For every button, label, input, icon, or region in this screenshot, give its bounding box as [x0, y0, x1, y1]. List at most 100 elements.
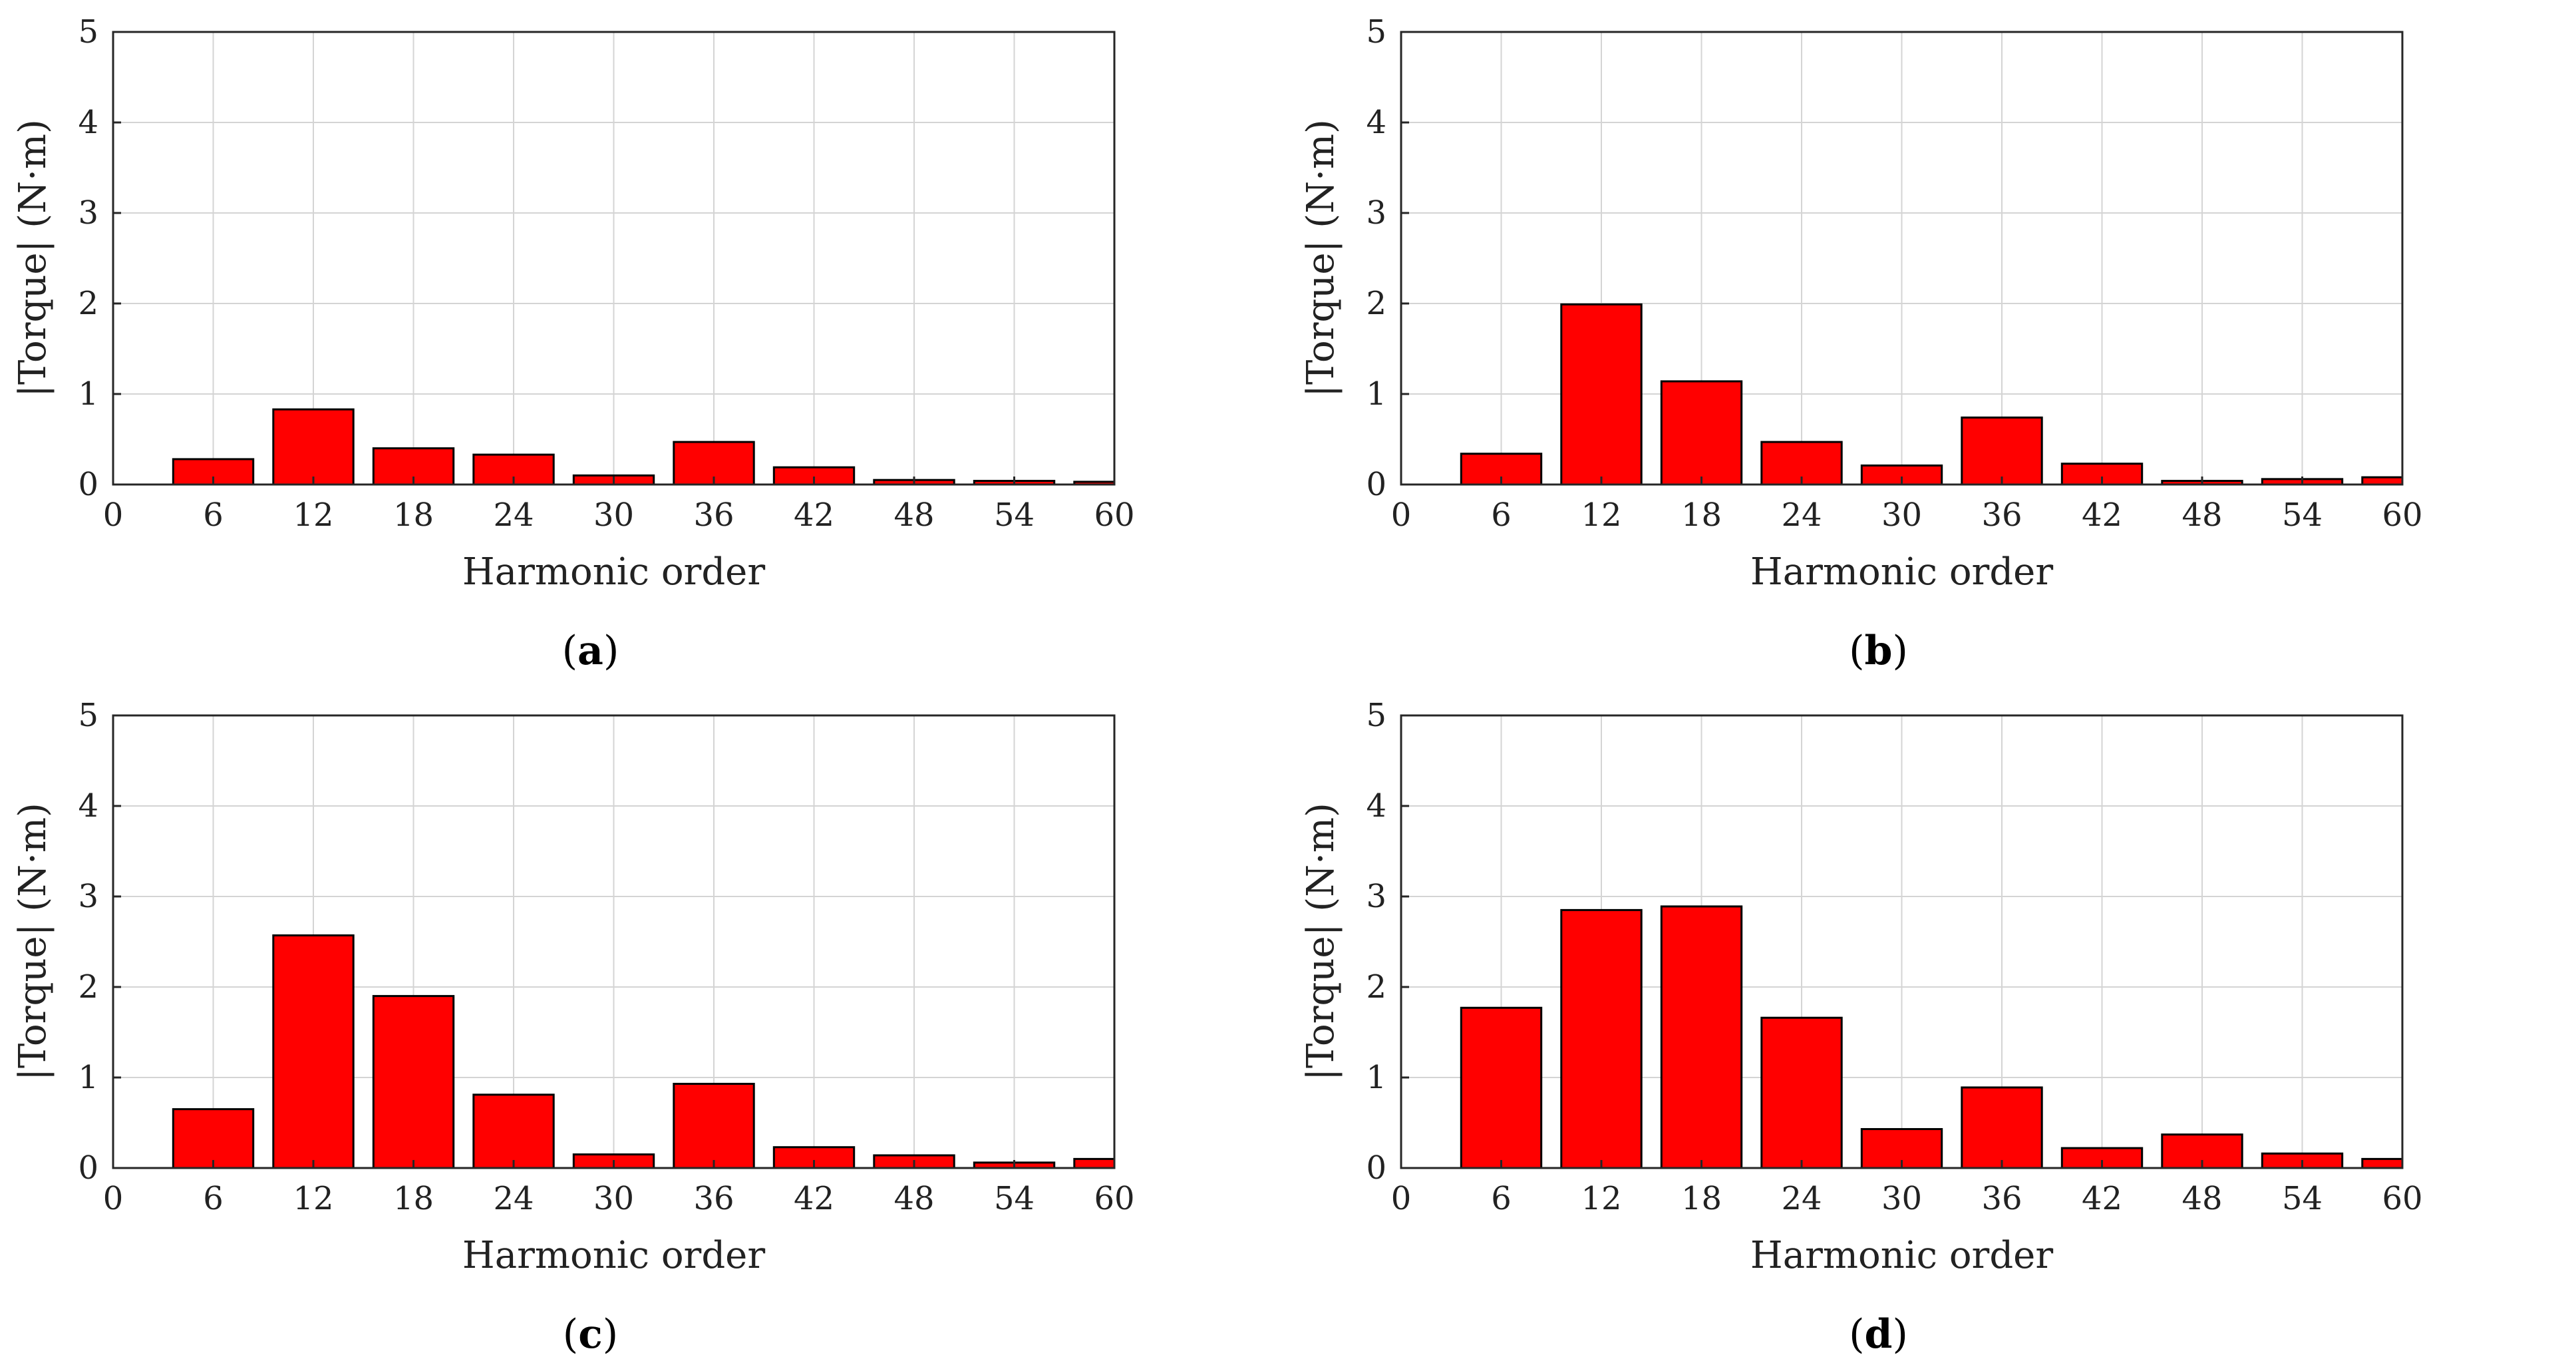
x-tick-label: 24 — [493, 1180, 534, 1217]
chart-panel-b: 0 6 12 18 24 30 36 42 48 54 60 0 1 2 3 4 5 Harmonic order… — [1288, 0, 2576, 684]
x-tick-label: 48 — [893, 496, 934, 534]
bar-harmonic-60 — [2361, 1157, 2404, 1169]
y-tick-label: 5 — [1366, 697, 1386, 734]
x-tick-label: 42 — [2082, 496, 2122, 534]
panel-caption: (c) — [563, 1311, 618, 1358]
x-tick-label: 6 — [1491, 1180, 1512, 1217]
bar-harmonic-42 — [772, 466, 856, 486]
x-tick-label: 48 — [893, 1180, 934, 1217]
y-tick-label: 5 — [1366, 13, 1386, 51]
y-tick-label: 0 — [1366, 466, 1386, 503]
x-tick-label: 18 — [393, 496, 434, 534]
x-tick-label: 54 — [994, 1180, 1035, 1217]
y-tick-label: 2 — [78, 968, 98, 1006]
panel-caption: (d) — [1849, 1311, 1908, 1358]
bar-harmonic-6 — [172, 1108, 255, 1169]
y-tick-label: 3 — [78, 878, 98, 915]
bar-harmonic-60 — [1073, 1157, 1116, 1169]
x-tick-label: 18 — [1681, 1180, 1722, 1217]
y-tick-label: 2 — [1366, 968, 1386, 1006]
x-tick-label: 60 — [2382, 496, 2422, 534]
x-tick-label: 54 — [994, 496, 1035, 534]
x-tick-label: 30 — [593, 1180, 634, 1217]
x-tick-label: 60 — [1094, 496, 1134, 534]
y-tick-label: 5 — [78, 13, 98, 51]
bar-harmonic-18 — [372, 995, 455, 1169]
y-tick-label: 5 — [78, 697, 98, 734]
bar-harmonic-12 — [1560, 908, 1643, 1169]
y-tick-label: 2 — [78, 285, 98, 322]
y-axis-label: |Torque| (N·m) — [11, 803, 55, 1081]
y-tick-label: 2 — [1366, 285, 1386, 322]
y-tick-label: 0 — [78, 1149, 98, 1187]
panel-caption: (b) — [1849, 628, 1908, 674]
chart-panel-c: 0 6 12 18 24 30 36 42 48 54 60 0 1 2 3 4 5 Harmonic order… — [0, 684, 1288, 1367]
x-tick-label: 12 — [1581, 496, 1621, 534]
bar-harmonic-36 — [1961, 1086, 2043, 1169]
bar-harmonic-36 — [673, 1083, 755, 1169]
x-tick-label: 54 — [2282, 1180, 2323, 1217]
x-tick-label: 18 — [393, 1180, 434, 1217]
bar-harmonic-60 — [2361, 476, 2404, 486]
bar-harmonic-36 — [1961, 416, 2043, 486]
bar-harmonic-12 — [272, 934, 355, 1169]
chart-panel-d: 0 6 12 18 24 30 36 42 48 54 60 0 1 2 3 4 5 Harmonic order… — [1288, 684, 2576, 1367]
x-tick-label: 18 — [1681, 496, 1722, 534]
y-tick-label: 4 — [78, 787, 98, 825]
y-tick-label: 3 — [78, 194, 98, 232]
y-axis-label: |Torque| (N·m) — [1299, 803, 1343, 1081]
y-tick-label: 1 — [78, 1059, 98, 1096]
x-tick-label: 48 — [2181, 1180, 2222, 1217]
bar-harmonic-24 — [472, 1093, 555, 1169]
x-tick-label: 12 — [1581, 1180, 1621, 1217]
x-tick-label: 6 — [203, 1180, 224, 1217]
x-tick-label: 0 — [1391, 496, 1412, 534]
x-tick-label: 60 — [1094, 1180, 1134, 1217]
y-tick-label: 4 — [78, 104, 98, 141]
x-tick-label: 6 — [1491, 496, 1512, 534]
x-tick-label: 24 — [1781, 496, 1822, 534]
y-tick-label: 0 — [78, 466, 98, 503]
x-axis-label: Harmonic order — [462, 1234, 765, 1277]
bar-harmonic-6 — [1460, 1006, 1543, 1169]
x-tick-label: 12 — [293, 496, 333, 534]
y-tick-label: 3 — [1366, 878, 1386, 915]
x-tick-label: 54 — [2282, 496, 2323, 534]
bar-harmonic-12 — [272, 408, 355, 486]
bar-harmonic-24 — [1760, 1016, 1843, 1169]
y-tick-label: 3 — [1366, 194, 1386, 232]
x-tick-label: 24 — [1781, 1180, 1822, 1217]
x-tick-label: 42 — [2082, 1180, 2122, 1217]
y-axis-label: |Torque| (N·m) — [11, 119, 55, 397]
chart-panel-a: 0 6 12 18 24 30 36 42 48 54 60 0 1 2 3 4 5 Harmonic order… — [0, 0, 1288, 684]
x-tick-label: 24 — [493, 496, 534, 534]
x-tick-label: 30 — [593, 496, 634, 534]
panel-caption: (a) — [562, 628, 619, 674]
x-tick-label: 36 — [693, 1180, 734, 1217]
y-tick-label: 1 — [78, 375, 98, 413]
bar-harmonic-18 — [1660, 380, 1743, 486]
x-tick-label: 36 — [1981, 496, 2022, 534]
x-tick-label: 30 — [1881, 1180, 1922, 1217]
x-tick-label: 36 — [1981, 1180, 2022, 1217]
x-tick-label: 60 — [2382, 1180, 2422, 1217]
y-axis-label: |Torque| (N·m) — [1299, 119, 1343, 397]
bar-harmonic-12 — [1560, 303, 1643, 486]
y-tick-label: 1 — [1366, 1059, 1386, 1096]
x-axis-label: Harmonic order — [1750, 550, 2053, 594]
x-tick-label: 48 — [2181, 496, 2222, 534]
y-tick-label: 4 — [1366, 787, 1386, 825]
x-tick-label: 0 — [103, 496, 124, 534]
bar-harmonic-6 — [1460, 453, 1543, 486]
y-tick-label: 4 — [1366, 104, 1386, 141]
x-tick-label: 42 — [794, 1180, 834, 1217]
x-tick-label: 36 — [693, 496, 734, 534]
x-tick-label: 42 — [794, 496, 834, 534]
y-tick-label: 1 — [1366, 375, 1386, 413]
x-tick-label: 12 — [293, 1180, 333, 1217]
x-axis-label: Harmonic order — [462, 550, 765, 594]
